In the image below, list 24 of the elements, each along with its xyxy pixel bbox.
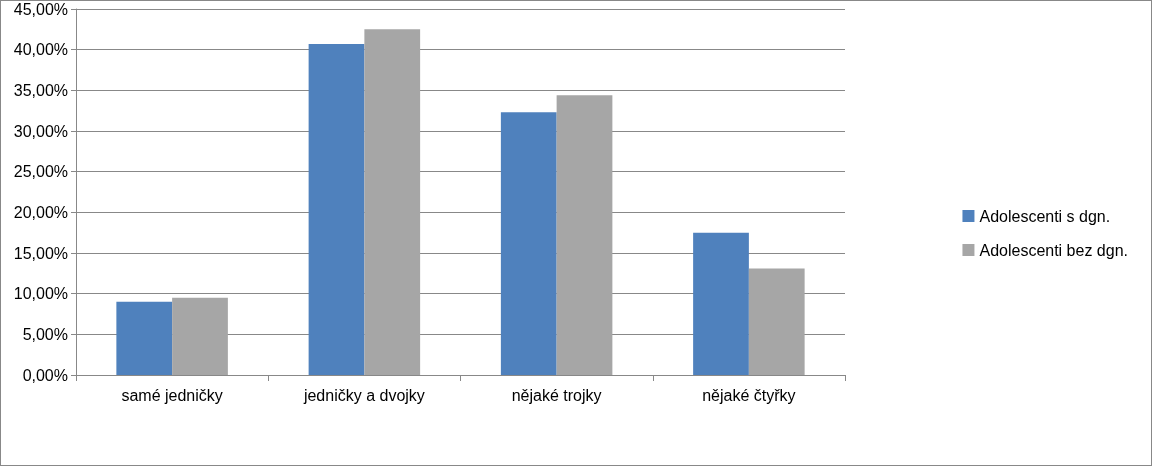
x-tick-label: nějaké čtyřky — [702, 386, 796, 404]
legend-label: Adolescenti bez dgn. — [979, 241, 1128, 259]
bar — [172, 297, 228, 375]
bar — [693, 232, 749, 375]
y-tick-label: 15,00% — [13, 244, 68, 262]
y-tick-label: 35,00% — [13, 81, 68, 99]
bar — [308, 43, 365, 375]
y-tick-label: 0,00% — [22, 366, 68, 384]
bar — [748, 268, 805, 375]
y-tick-label: 10,00% — [13, 285, 68, 303]
bar — [556, 95, 613, 375]
bar — [500, 112, 557, 375]
bar — [116, 301, 173, 375]
y-tick-label: 40,00% — [13, 41, 68, 59]
y-tick-label: 45,00% — [13, 0, 68, 18]
y-tick-label: 25,00% — [13, 163, 68, 181]
y-tick-label: 30,00% — [13, 122, 68, 140]
y-tick-label: 20,00% — [13, 203, 68, 221]
x-tick-label: samé jedničky — [121, 386, 223, 404]
x-tick-label: jedničky a dvojky — [302, 386, 425, 404]
bar — [364, 29, 421, 375]
x-tick-label: nějaké trojky — [511, 386, 602, 404]
legend-label: Adolescenti s dgn. — [979, 207, 1111, 225]
y-tick-label: 5,00% — [22, 325, 68, 343]
